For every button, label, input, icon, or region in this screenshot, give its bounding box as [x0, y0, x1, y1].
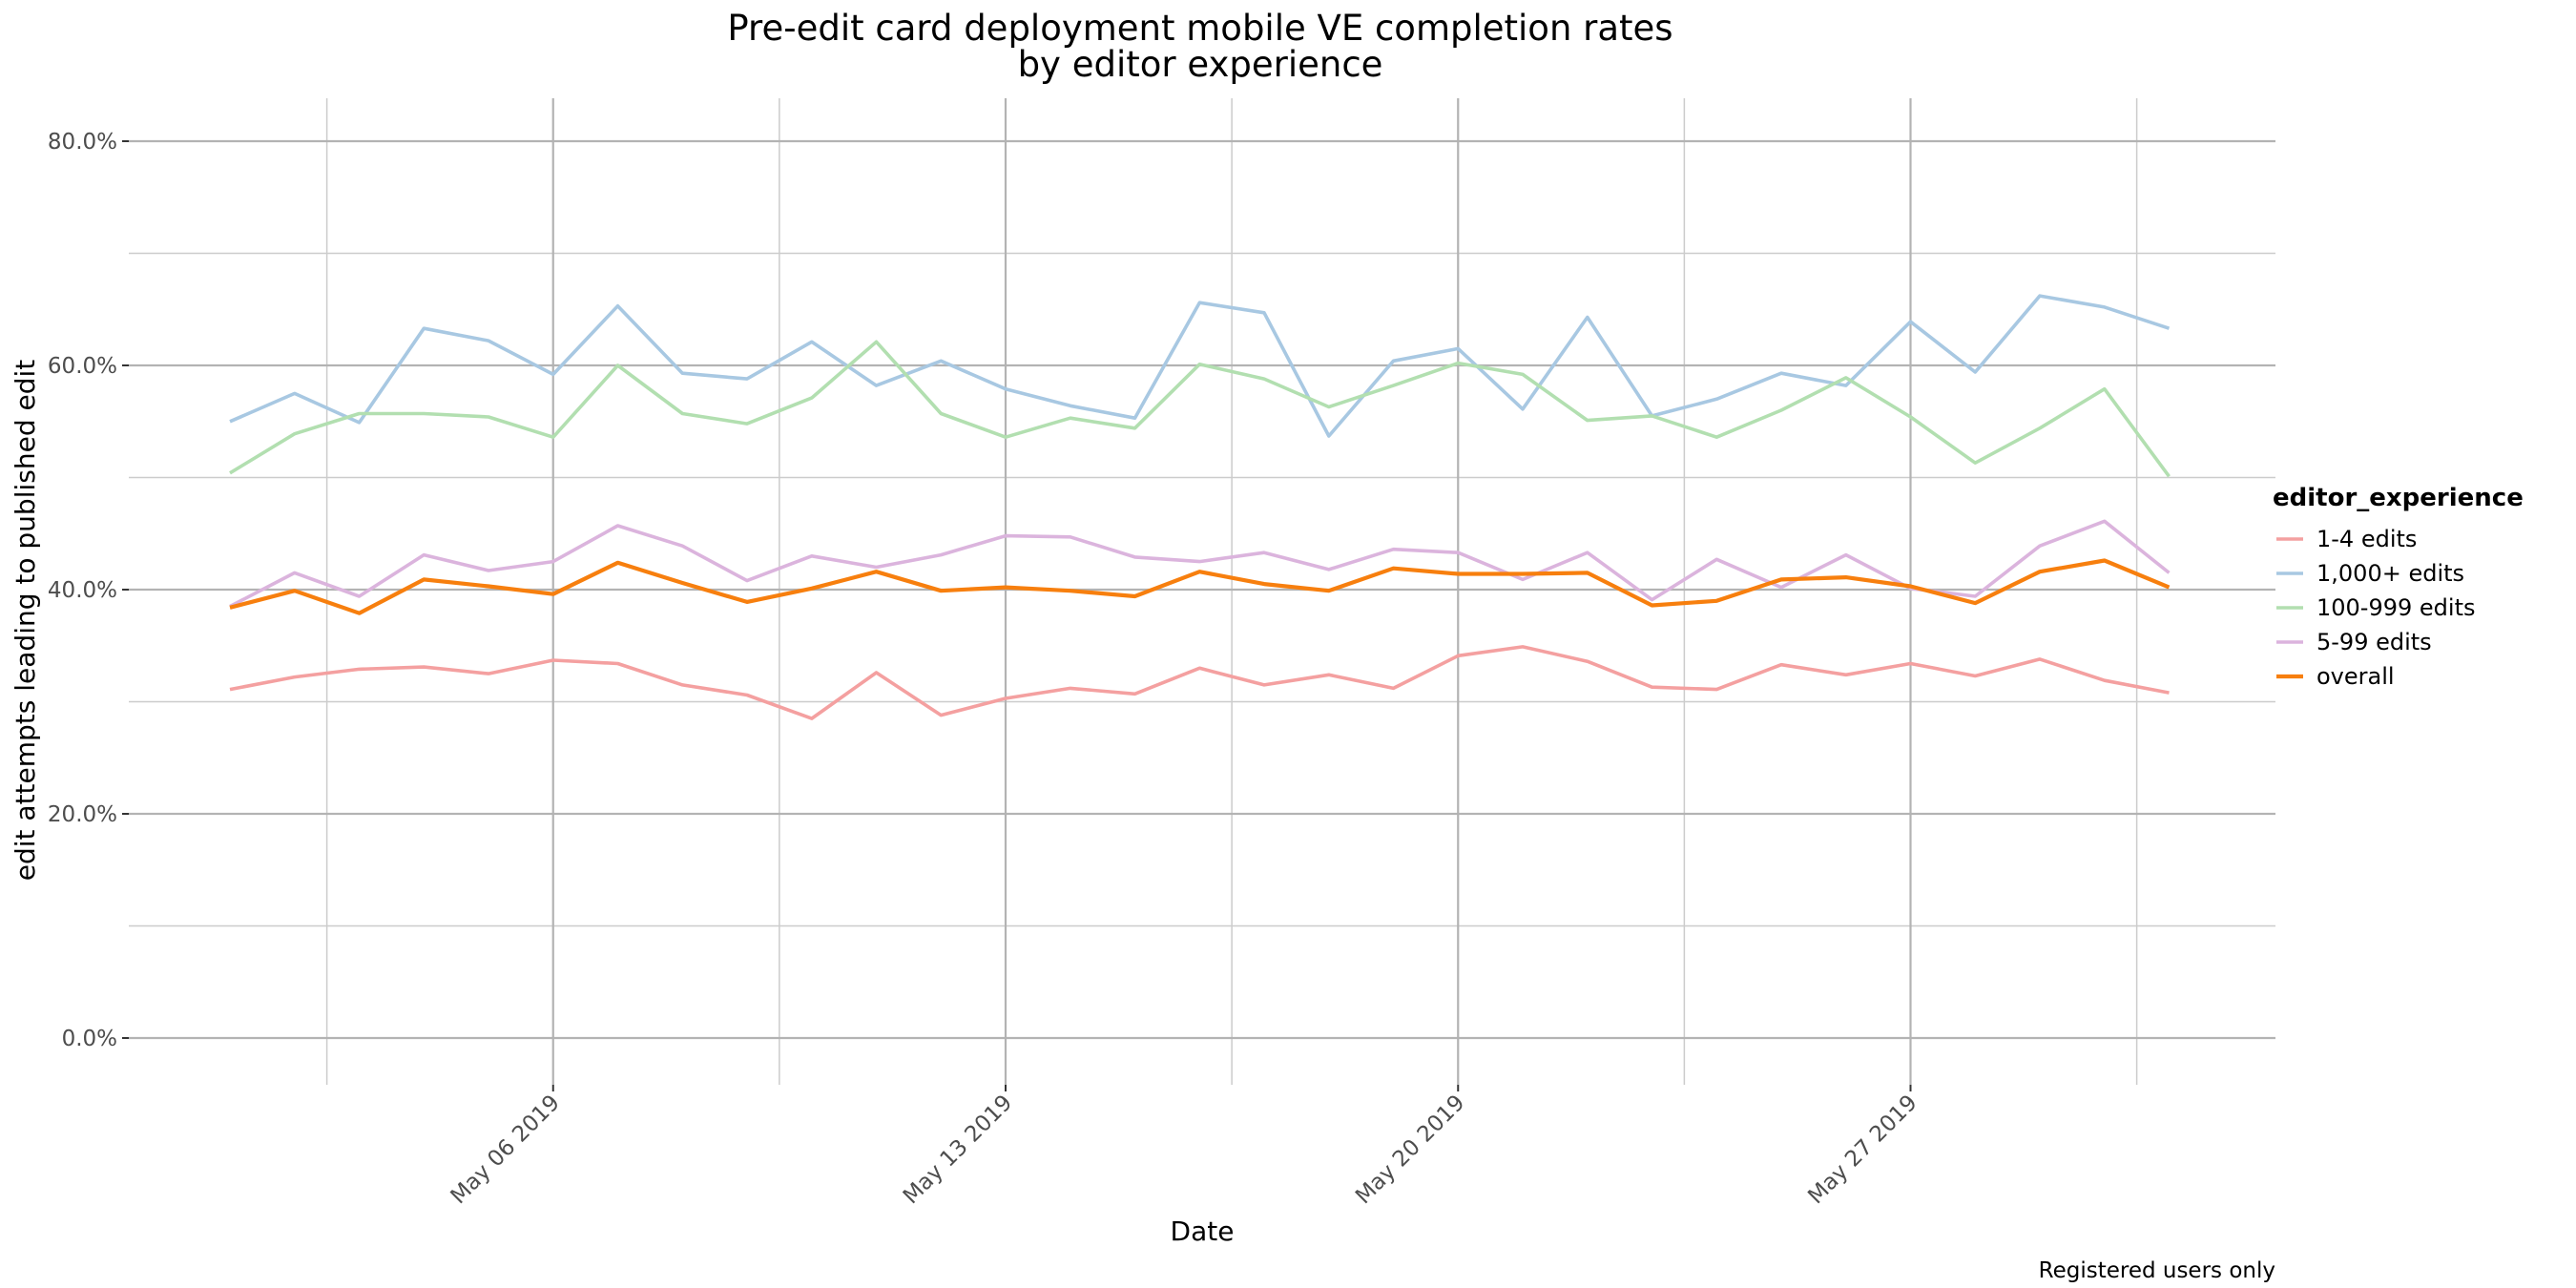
x-axis-ticks: May 06 2019 May 13 2019 May 20 2019 May 27 … — [447, 1085, 1922, 1209]
y-axis-title: edit attempts leading to published edit — [10, 360, 41, 882]
x-tick-label: May 06 2019 — [447, 1091, 565, 1209]
y-axis-ticks: 0.0% 20.0% 40.0% 60.0% 80.0% — [48, 130, 129, 1051]
chart-subtitle: by editor experience — [1018, 44, 1383, 85]
y-tick-label: 60.0% — [48, 354, 117, 379]
legend-label: 100-999 edits — [2316, 594, 2476, 621]
chart-title: Pre-edit card deployment mobile VE compl… — [727, 8, 1672, 49]
series-line-overall — [229, 558, 2171, 615]
legend-item: 1-4 edits — [2276, 526, 2417, 552]
legend-item: 100-999 edits — [2276, 594, 2476, 621]
grid — [129, 98, 2275, 1085]
legend-item: 1,000+ edits — [2276, 560, 2464, 587]
x-tick-label: May 20 2019 — [1351, 1091, 1469, 1209]
x-axis-title: Date — [1171, 1215, 1235, 1247]
legend-title: editor_experience — [2273, 484, 2524, 512]
y-tick-label: 0.0% — [62, 1027, 117, 1051]
legend-label: 1,000+ edits — [2316, 560, 2464, 587]
legend-label: 5-99 edits — [2316, 629, 2432, 655]
series-line-1-000-edits — [229, 294, 2171, 438]
y-tick-label: 40.0% — [48, 578, 117, 603]
legend-item: 5-99 edits — [2276, 629, 2432, 655]
y-tick-label: 20.0% — [48, 802, 117, 827]
series-line-1-4-edits — [229, 645, 2170, 720]
y-tick-label: 80.0% — [48, 130, 117, 155]
x-tick-label: May 13 2019 — [899, 1091, 1017, 1209]
legend-item: overall — [2276, 663, 2395, 690]
series-line-100-999-edits — [229, 340, 2171, 478]
series-lines — [229, 294, 2171, 720]
x-tick-label: May 27 2019 — [1803, 1091, 1922, 1209]
legend-label: 1-4 edits — [2316, 526, 2417, 552]
legend-label: overall — [2316, 663, 2395, 690]
series-line-5-99-edits — [229, 519, 2171, 609]
legend-items: 1-4 edits 1,000+ edits 100-999 edits 5-99 e… — [2276, 526, 2476, 690]
chart-caption: Registered users only — [2039, 1258, 2275, 1283]
